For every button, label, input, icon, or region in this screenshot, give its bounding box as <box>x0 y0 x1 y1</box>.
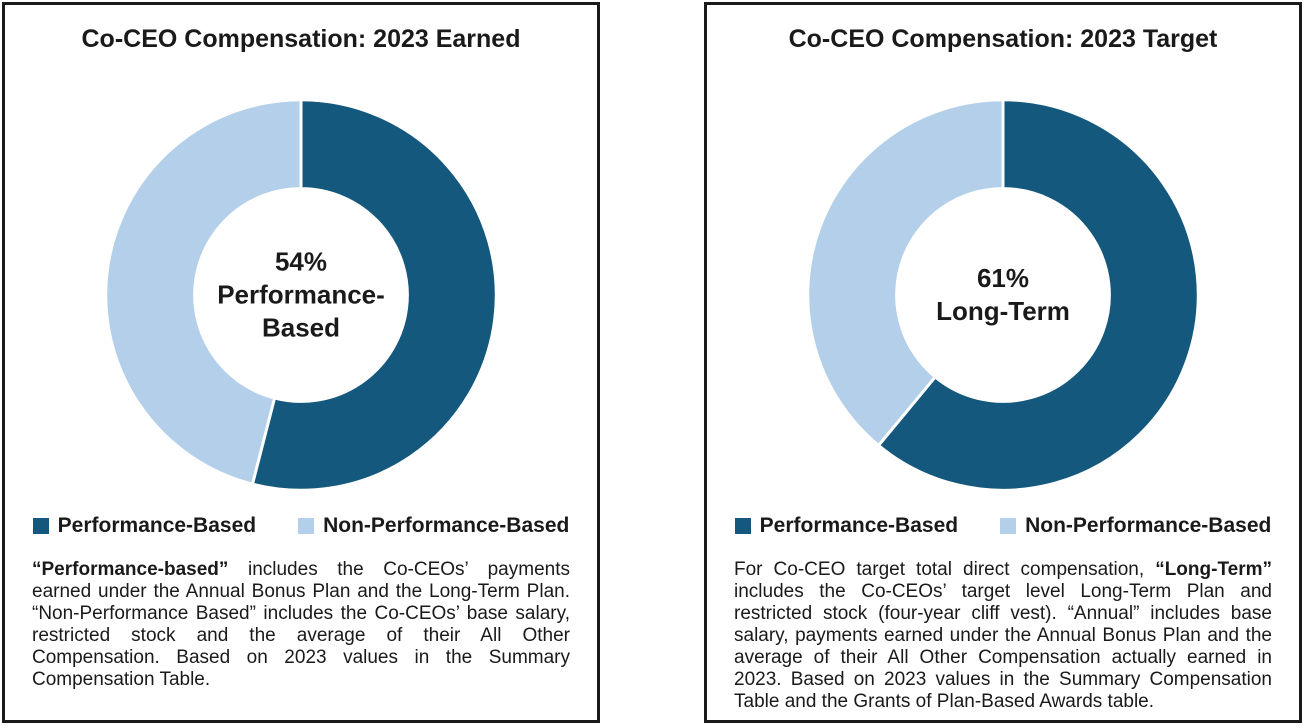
donut-chart-target: 61% Long-Term <box>798 90 1208 500</box>
legend-target: Performance-Based Non-Performance-Based <box>707 514 1299 538</box>
footnote-earned-post: includes the Co-CEOs’ payments earned un… <box>32 559 570 690</box>
donut-chart-earned: 54% Performance- Based <box>96 90 506 500</box>
donut-slice-performance-based <box>877 98 1200 492</box>
donut-svg-earned <box>104 98 498 492</box>
legend-label-non-performance-based: Non-Performance-Based <box>323 514 570 537</box>
legend-label-performance-based: Performance-Based <box>57 514 257 537</box>
footnote-earned: “Performance-based” includes the Co-CEOs… <box>32 559 570 691</box>
legend-item-non-performance-based: Non-Performance-Based <box>298 514 569 538</box>
legend-swatch-performance-based <box>734 518 751 534</box>
footnote-target-pre: For Co-CEO target total direct compensat… <box>734 559 1156 580</box>
legend-earned: Performance-Based Non-Performance-Based <box>5 514 597 538</box>
donut-slice-performance-based <box>250 98 498 492</box>
legend-swatch-non-performance-based <box>1000 518 1017 534</box>
donut-slice-non-performance-based <box>806 98 1005 447</box>
footnote-target: For Co-CEO target total direct compensat… <box>734 559 1272 713</box>
panel-2023-target: Co-CEO Compensation: 2023 Target 61% Lon… <box>704 2 1302 723</box>
footnote-target-post: includes the Co-CEOs’ target level Long-… <box>734 581 1272 712</box>
legend-swatch-performance-based <box>32 518 49 534</box>
footnote-target-bold: “Long-Term” <box>1155 559 1272 580</box>
donut-center-label-target: 61% Long-Term <box>936 262 1070 326</box>
donut-svg-target <box>806 98 1200 492</box>
chart-title-earned: Co-CEO Compensation: 2023 Earned <box>81 25 521 53</box>
chart-title-target: Co-CEO Compensation: 2023 Target <box>788 25 1218 53</box>
donut-center-label-earned: 54% Performance- Based <box>217 246 385 343</box>
panel-2023-earned: Co-CEO Compensation: 2023 Earned 54% Per… <box>2 2 600 723</box>
legend-item-non-performance-based: Non-Performance-Based <box>1000 514 1271 538</box>
legend-item-performance-based: Performance-Based <box>32 514 257 538</box>
legend-swatch-non-performance-based <box>298 518 315 534</box>
legend-item-performance-based: Performance-Based <box>734 514 959 538</box>
donut-slice-non-performance-based <box>104 98 303 486</box>
legend-label-performance-based: Performance-Based <box>759 514 959 537</box>
footnote-earned-bold: “Performance-based” <box>32 559 229 580</box>
legend-label-non-performance-based: Non-Performance-Based <box>1025 514 1272 537</box>
